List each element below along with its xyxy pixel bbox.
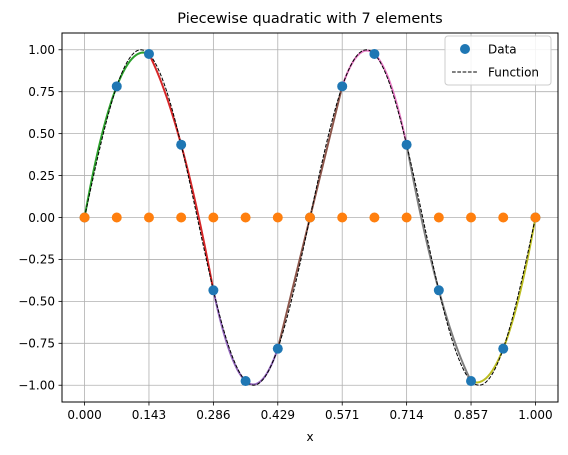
- plot-area: [79, 48, 541, 387]
- node-point: [466, 212, 477, 223]
- x-tick-label: 0.571: [325, 408, 359, 422]
- y-tick-label: 0.00: [28, 211, 55, 225]
- y-tick-label: −0.50: [18, 295, 55, 309]
- data-point: [240, 376, 251, 387]
- ticks: 0.000 0.143 0.286 0.429 0.571 0.714 0.857 1.000…: [18, 43, 552, 422]
- data-point: [176, 139, 187, 150]
- y-tick-label: −0.75: [18, 337, 55, 351]
- y-tick-label: 0.50: [28, 127, 55, 141]
- node-point: [143, 212, 154, 223]
- legend-function-label: Function: [488, 66, 539, 80]
- data-point: [369, 48, 380, 59]
- data-point: [433, 285, 444, 296]
- y-tick-label: 0.25: [28, 169, 55, 183]
- x-tick-label: 0.286: [196, 408, 230, 422]
- data-point: [498, 343, 509, 354]
- data-point: [111, 81, 122, 92]
- legend: Data Function: [444, 35, 552, 86]
- data-point: [337, 81, 348, 92]
- y-tick-label: 0.75: [28, 85, 55, 99]
- data-point: [401, 139, 412, 150]
- data-point: [143, 48, 154, 59]
- x-tick-label: 0.857: [454, 408, 488, 422]
- node-point: [272, 212, 283, 223]
- data-point: [272, 343, 283, 354]
- node-point: [305, 212, 315, 223]
- legend-box: [444, 35, 552, 86]
- axes-frame: [61, 32, 559, 403]
- node-point: [79, 212, 90, 223]
- x-tick-label: 0.143: [132, 408, 166, 422]
- y-tick-label: −0.25: [18, 253, 55, 267]
- node-point: [433, 212, 444, 223]
- x-axis-label: x: [306, 430, 313, 444]
- node-point: [498, 212, 509, 223]
- data-point: [208, 285, 219, 296]
- y-tick-label: −1.00: [18, 379, 55, 393]
- x-tick-label: 0.714: [389, 408, 423, 422]
- node-point: [176, 212, 187, 223]
- chart-title: Piecewise quadratic with 7 elements: [177, 11, 442, 27]
- x-tick-label: 0.000: [67, 408, 101, 422]
- node-point: [369, 212, 380, 223]
- node-point: [240, 212, 251, 223]
- legend-data-marker: [460, 44, 470, 54]
- node-point: [337, 212, 348, 223]
- x-tick-label: 0.429: [261, 408, 295, 422]
- node-point: [530, 212, 541, 223]
- node-point: [208, 212, 219, 223]
- grid: [62, 33, 558, 402]
- data-point: [466, 376, 477, 387]
- node-point: [401, 212, 412, 223]
- x-tick-label: 1.000: [518, 408, 552, 422]
- node-point: [111, 212, 122, 223]
- y-tick-label: 1.00: [28, 43, 55, 57]
- legend-data-label: Data: [488, 43, 517, 57]
